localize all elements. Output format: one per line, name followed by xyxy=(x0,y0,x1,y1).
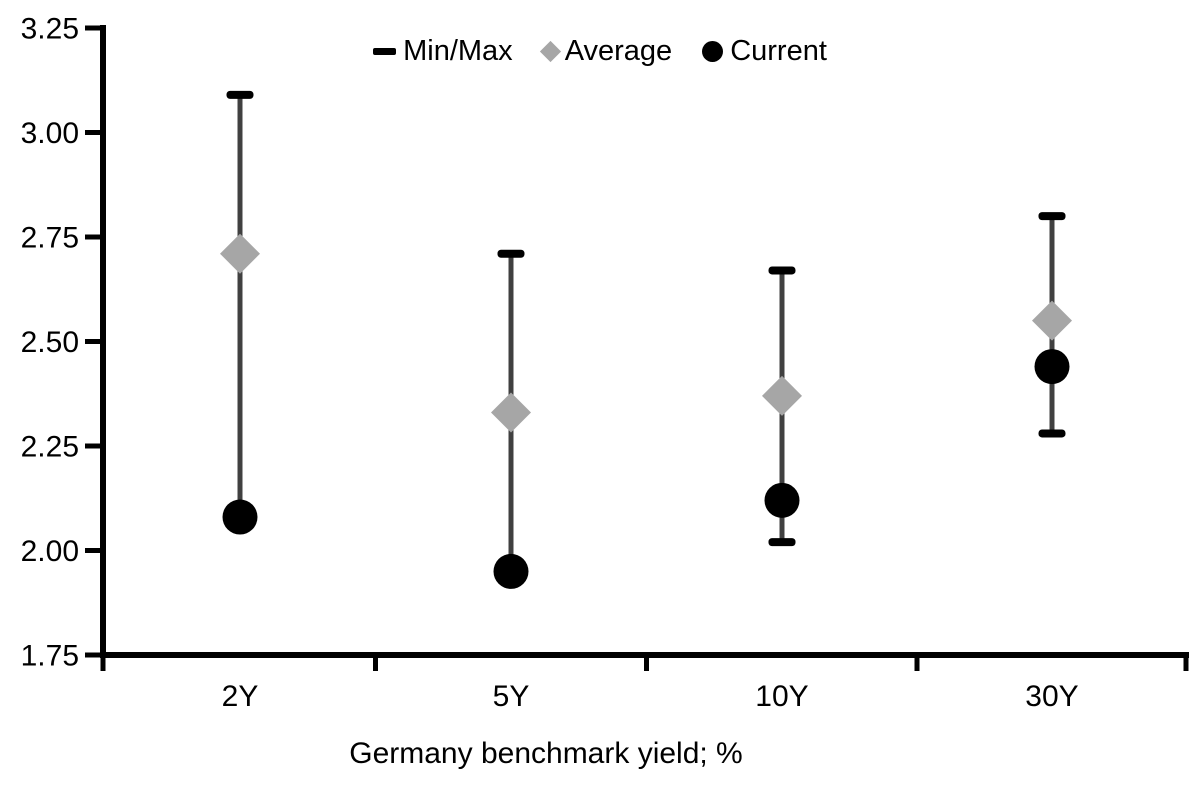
range-max-cap-2Y xyxy=(226,90,254,99)
legend-label-current: Current xyxy=(730,35,827,67)
minmax-dash-icon xyxy=(373,48,397,55)
range-min-cap-30Y xyxy=(1038,429,1066,438)
x-axis-title: Germany benchmark yield; % xyxy=(349,737,743,770)
y-tick-label: 1.75 xyxy=(21,640,79,673)
y-tick-label: 2.00 xyxy=(21,535,79,568)
legend-item-current: Current xyxy=(702,35,827,68)
x-tick-label: 2Y xyxy=(222,680,259,713)
average-diamond-icon xyxy=(539,40,561,63)
y-tick-label: 2.75 xyxy=(21,222,79,255)
legend: Min/Max Average Current xyxy=(0,35,1200,68)
x-tick-label: 30Y xyxy=(1025,680,1078,713)
range-max-cap-10Y xyxy=(768,266,796,275)
range-min-cap-10Y xyxy=(768,538,796,547)
y-tick-label: 2.50 xyxy=(21,326,79,359)
y-tick-label: 3.00 xyxy=(21,117,79,150)
x-tick-label: 10Y xyxy=(755,680,808,713)
x-tick-label: 5Y xyxy=(493,680,530,713)
average-marker-2Y xyxy=(220,233,260,274)
legend-label-minmax: Min/Max xyxy=(403,35,513,67)
legend-item-minmax: Min/Max xyxy=(373,35,513,68)
average-marker-10Y xyxy=(762,375,802,416)
legend-item-average: Average xyxy=(539,35,673,68)
average-marker-5Y xyxy=(491,392,531,433)
range-max-cap-30Y xyxy=(1038,212,1066,221)
series-group xyxy=(220,90,1072,589)
current-circle-icon xyxy=(702,41,724,62)
average-marker-30Y xyxy=(1032,300,1072,341)
range-max-cap-5Y xyxy=(497,249,525,258)
legend-label-average: Average xyxy=(564,35,673,67)
current-marker-5Y xyxy=(493,553,529,589)
current-marker-10Y xyxy=(764,482,800,518)
current-marker-2Y xyxy=(222,499,258,535)
y-tick-label: 2.25 xyxy=(21,431,79,464)
current-marker-30Y xyxy=(1034,349,1070,385)
y-tick-label: 3.25 xyxy=(21,13,79,46)
